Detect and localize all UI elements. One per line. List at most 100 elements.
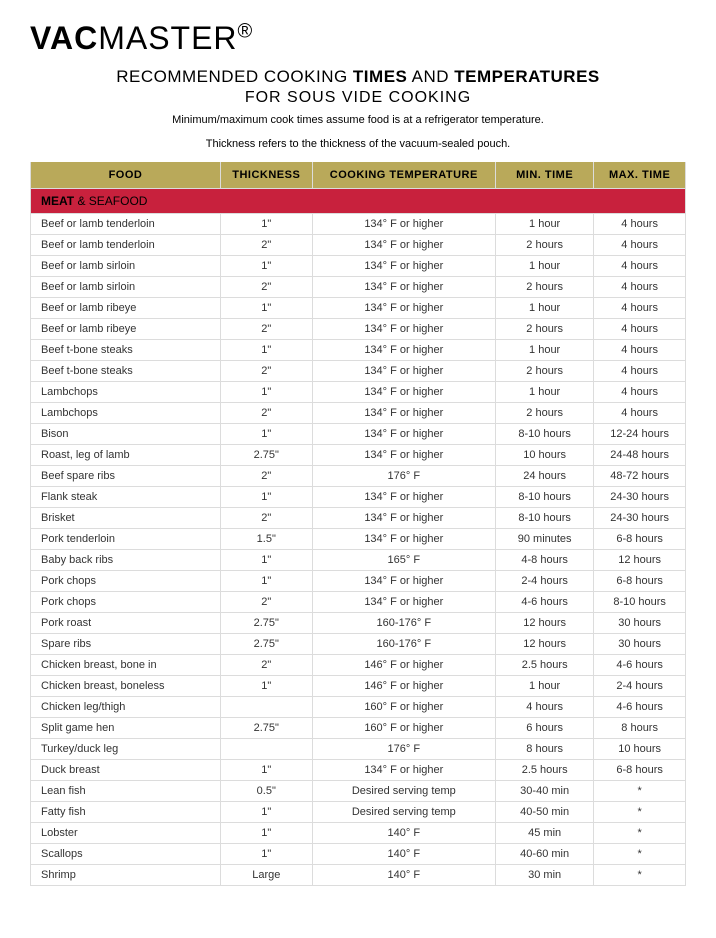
table-cell: Beef spare ribs — [31, 465, 221, 486]
table-cell: 4 hours — [594, 381, 686, 402]
table-cell: 8-10 hours — [594, 591, 686, 612]
cooking-table: FOOD THICKNESS COOKING TEMPERATURE MIN. … — [30, 162, 686, 886]
table-cell: 30 min — [496, 864, 594, 885]
table-cell: 160-176° F — [312, 633, 495, 654]
table-cell: 4 hours — [594, 402, 686, 423]
table-cell: 8 hours — [496, 738, 594, 759]
table-row: Beef spare ribs2"176° F24 hours48-72 hou… — [31, 465, 686, 486]
col-min: MIN. TIME — [496, 162, 594, 189]
table-row: Pork chops1"134° F or higher2-4 hours6-8… — [31, 570, 686, 591]
table-cell: 2" — [220, 234, 312, 255]
table-cell: 160-176° F — [312, 612, 495, 633]
table-cell: 6 hours — [496, 717, 594, 738]
table-cell: Chicken leg/thigh — [31, 696, 221, 717]
table-cell: 2-4 hours — [496, 570, 594, 591]
table-cell: 10 hours — [496, 444, 594, 465]
table-row: Fatty fish1"Desired serving temp40-50 mi… — [31, 801, 686, 822]
table-cell: 2-4 hours — [594, 675, 686, 696]
table-cell: 4-6 hours — [594, 654, 686, 675]
table-cell: 30 hours — [594, 612, 686, 633]
table-cell: 24 hours — [496, 465, 594, 486]
section-row: MEAT & SEAFOOD — [31, 188, 686, 213]
table-cell: 4 hours — [594, 318, 686, 339]
table-cell: 6-8 hours — [594, 570, 686, 591]
col-thickness: THICKNESS — [220, 162, 312, 189]
table-cell: 134° F or higher — [312, 276, 495, 297]
table-row: Pork tenderloin1.5"134° F or higher90 mi… — [31, 528, 686, 549]
table-cell: 176° F — [312, 465, 495, 486]
table-cell: Brisket — [31, 507, 221, 528]
table-row: Beef or lamb sirloin2"134° F or higher2 … — [31, 276, 686, 297]
table-cell: 2 hours — [496, 234, 594, 255]
table-row: Lambchops1"134° F or higher1 hour4 hours — [31, 381, 686, 402]
table-cell: Beef or lamb tenderloin — [31, 213, 221, 234]
table-cell: 4 hours — [594, 276, 686, 297]
brand-reg: ® — [238, 20, 254, 42]
table-cell: 176° F — [312, 738, 495, 759]
table-cell: 2" — [220, 402, 312, 423]
table-cell: 30-40 min — [496, 780, 594, 801]
table-cell: Chicken breast, bone in — [31, 654, 221, 675]
table-cell: Turkey/duck leg — [31, 738, 221, 759]
table-cell: Baby back ribs — [31, 549, 221, 570]
table-cell: 2" — [220, 318, 312, 339]
table-cell: Beef or lamb tenderloin — [31, 234, 221, 255]
table-cell: 165° F — [312, 549, 495, 570]
table-cell: 1" — [220, 801, 312, 822]
table-cell — [220, 738, 312, 759]
table-cell: 4 hours — [496, 696, 594, 717]
table-row: Spare ribs2.75"160-176° F12 hours30 hour… — [31, 633, 686, 654]
table-cell: Lean fish — [31, 780, 221, 801]
table-cell: 1 hour — [496, 339, 594, 360]
table-cell: Beef or lamb ribeye — [31, 318, 221, 339]
table-row: Chicken breast, bone in2"146° F or highe… — [31, 654, 686, 675]
table-cell: 8 hours — [594, 717, 686, 738]
table-row: Beef or lamb sirloin1"134° F or higher1 … — [31, 255, 686, 276]
table-cell: 1" — [220, 423, 312, 444]
table-cell: 134° F or higher — [312, 528, 495, 549]
table-cell: 4 hours — [594, 234, 686, 255]
page-title: RECOMMENDED COOKING TIMES AND TEMPERATUR… — [30, 67, 686, 87]
table-cell: Duck breast — [31, 759, 221, 780]
table-cell: 4 hours — [594, 360, 686, 381]
table-cell: 1" — [220, 297, 312, 318]
table-cell: Pork tenderloin — [31, 528, 221, 549]
table-row: Beef or lamb tenderloin1"134° F or highe… — [31, 213, 686, 234]
table-cell: 1" — [220, 213, 312, 234]
header-row: FOOD THICKNESS COOKING TEMPERATURE MIN. … — [31, 162, 686, 189]
table-cell: 4-8 hours — [496, 549, 594, 570]
table-row: Duck breast1"134° F or higher2.5 hours6-… — [31, 759, 686, 780]
table-cell: 2 hours — [496, 318, 594, 339]
table-cell: 1" — [220, 570, 312, 591]
col-food: FOOD — [31, 162, 221, 189]
table-cell: 134° F or higher — [312, 297, 495, 318]
table-cell — [220, 696, 312, 717]
table-cell: 1" — [220, 339, 312, 360]
table-cell: 134° F or higher — [312, 402, 495, 423]
table-cell: Beef or lamb sirloin — [31, 255, 221, 276]
table-row: Baby back ribs1"165° F4-8 hours12 hours — [31, 549, 686, 570]
table-cell: 6-8 hours — [594, 759, 686, 780]
table-cell: Desired serving temp — [312, 780, 495, 801]
table-cell: Beef t-bone steaks — [31, 360, 221, 381]
table-cell: 134° F or higher — [312, 360, 495, 381]
table-cell: 40-50 min — [496, 801, 594, 822]
section-label: MEAT & SEAFOOD — [31, 188, 686, 213]
table-cell: 1 hour — [496, 381, 594, 402]
table-cell: 4-6 hours — [594, 696, 686, 717]
table-row: Pork chops2"134° F or higher4-6 hours8-1… — [31, 591, 686, 612]
brand-light: MASTER — [98, 20, 237, 56]
table-cell: 140° F — [312, 843, 495, 864]
table-cell: 6-8 hours — [594, 528, 686, 549]
note-line1: Minimum/maximum cook times assume food i… — [30, 113, 686, 127]
table-cell: 90 minutes — [496, 528, 594, 549]
title-bold1: TIMES — [353, 67, 407, 86]
table-cell: * — [594, 843, 686, 864]
table-cell: 134° F or higher — [312, 213, 495, 234]
table-cell: 134° F or higher — [312, 234, 495, 255]
table-cell: 4 hours — [594, 297, 686, 318]
table-cell: 12 hours — [496, 612, 594, 633]
table-row: Roast, leg of lamb2.75"134° F or higher1… — [31, 444, 686, 465]
table-cell: 160° F or higher — [312, 696, 495, 717]
table-cell: 1" — [220, 486, 312, 507]
